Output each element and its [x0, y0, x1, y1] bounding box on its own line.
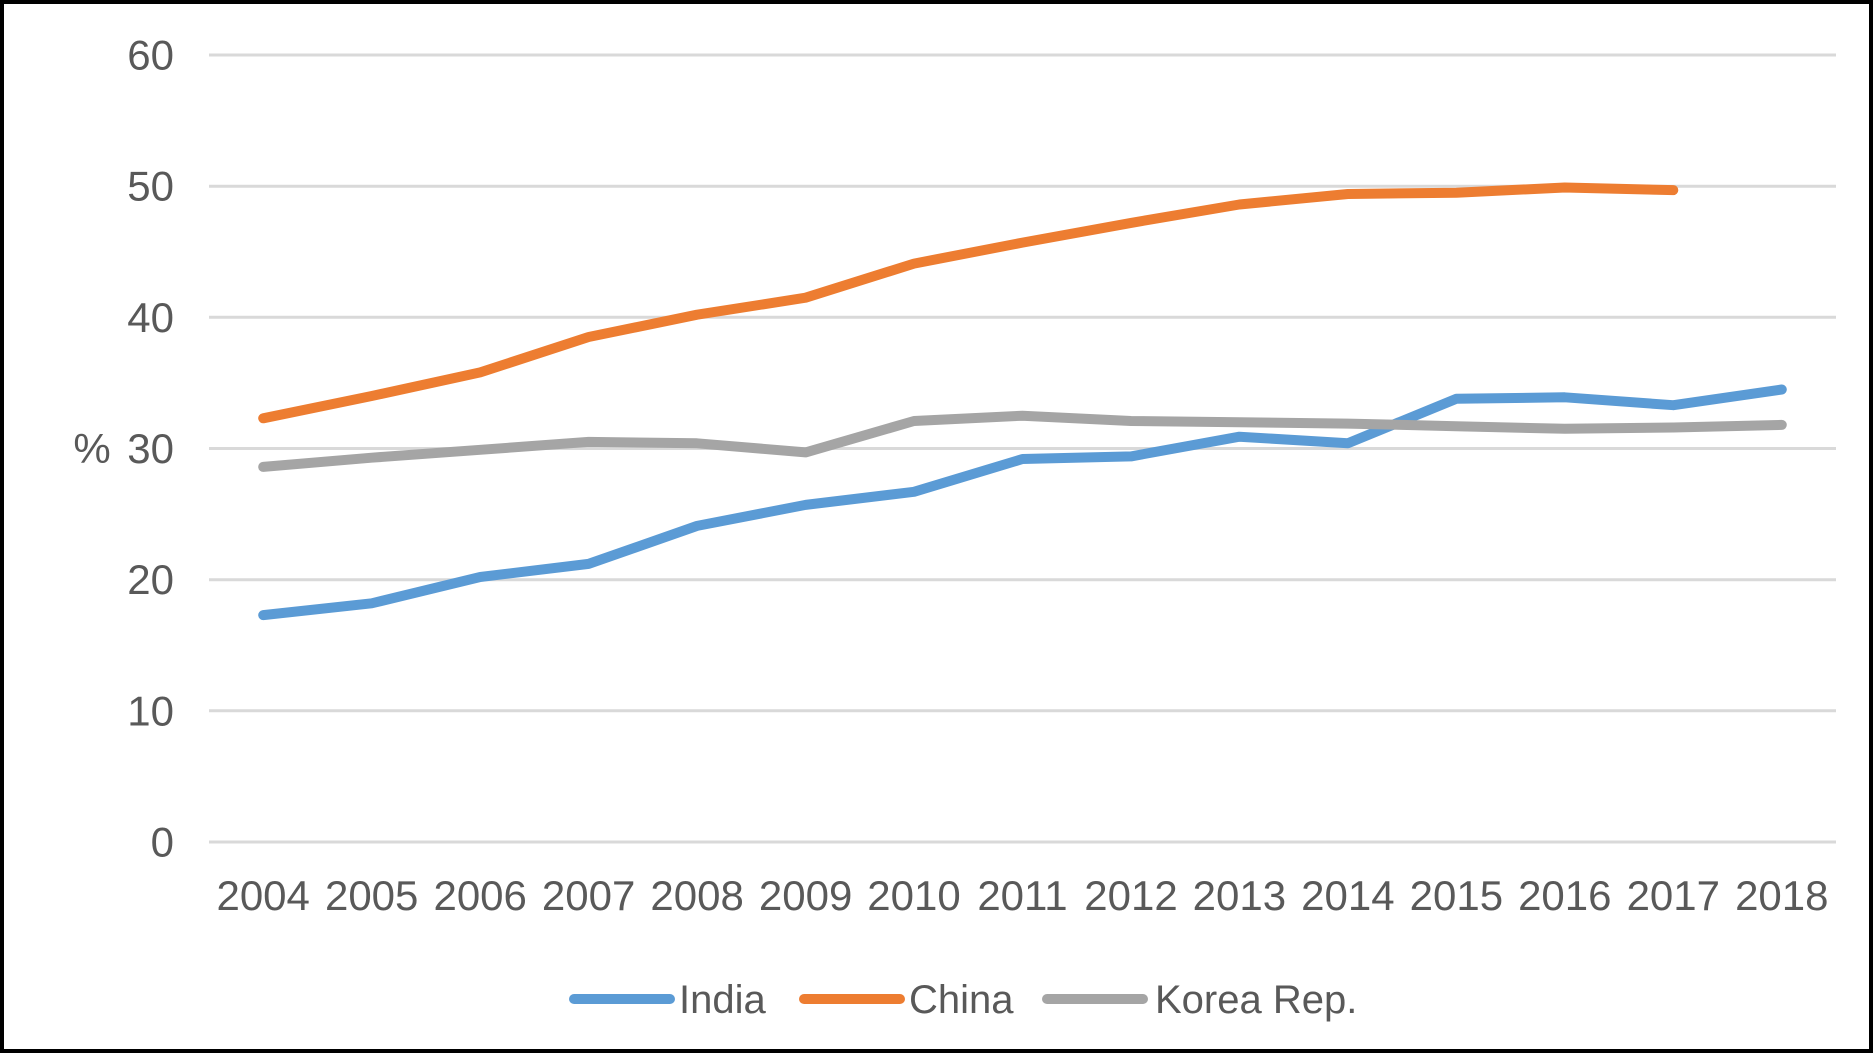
x-tick-label-2014: 2014 — [1301, 872, 1394, 919]
x-tick-label-2004: 2004 — [216, 872, 309, 919]
y-axis-title: % — [73, 425, 110, 472]
line-chart: 0 10 20 30 40 50 60% 2004 2005 2006 2007 2008 2009 20… — [73, 32, 1836, 1022]
y-tick-label-30: 30 — [127, 425, 174, 472]
series-line-india — [258, 384, 1787, 621]
y-tick-label-10: 10 — [127, 687, 174, 734]
x-tick-label-2008: 2008 — [650, 872, 743, 919]
x-tick-label-2016: 2016 — [1518, 872, 1611, 919]
series-line-china — [258, 182, 1679, 424]
legend-label-india: India — [679, 978, 766, 1022]
x-tick-label-2009: 2009 — [759, 872, 852, 919]
y-tick-label-60: 60 — [127, 32, 174, 79]
x-tick-label-2011: 2011 — [977, 872, 1067, 919]
legend-label-korea-rep: Korea Rep. — [1155, 978, 1357, 1022]
legend-label-china: China — [909, 978, 1014, 1022]
x-tick-label-2012: 2012 — [1084, 872, 1177, 919]
x-tick-label-2010: 2010 — [867, 872, 960, 919]
y-tick-label-0: 0 — [151, 819, 174, 866]
x-tick-label-2005: 2005 — [325, 872, 418, 919]
x-tick-label-2007: 2007 — [542, 872, 635, 919]
series-line-korea-rep — [258, 410, 1787, 472]
y-tick-label-50: 50 — [127, 163, 174, 210]
x-tick-label-2017: 2017 — [1627, 872, 1720, 919]
y-tick-label-20: 20 — [127, 556, 174, 603]
x-tick-label-2018: 2018 — [1735, 872, 1828, 919]
x-tick-label-2006: 2006 — [433, 872, 526, 919]
x-tick-label-2015: 2015 — [1410, 872, 1503, 919]
y-tick-label-40: 40 — [127, 294, 174, 341]
x-tick-label-2013: 2013 — [1193, 872, 1286, 919]
